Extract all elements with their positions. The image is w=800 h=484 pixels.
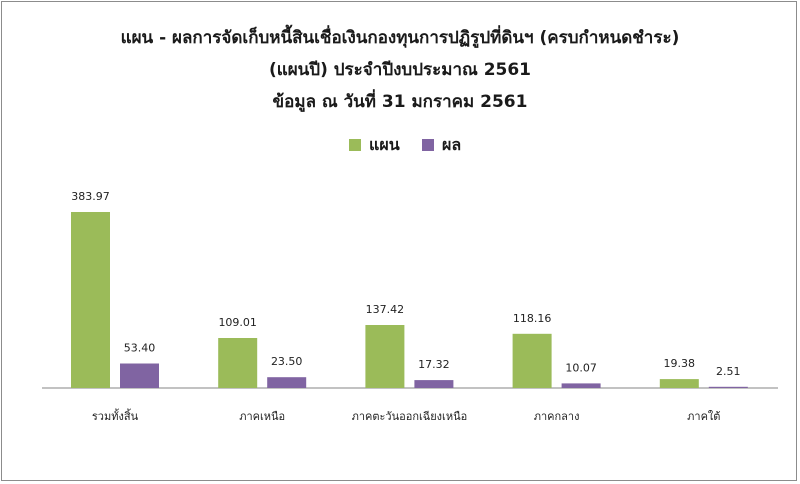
category-label-3: ภาคกลาง <box>534 410 580 423</box>
legend-swatch-plan <box>349 139 361 151</box>
bar-result-0 <box>120 363 159 388</box>
bar-result-2 <box>414 380 454 388</box>
bar-plan-0 <box>71 212 110 388</box>
bar-result-4 <box>708 386 748 388</box>
legend-label-plan: แผน <box>369 134 400 154</box>
data-label-result-4: 2.51 <box>716 365 741 378</box>
bar-result-3 <box>561 383 601 388</box>
category-label-1: ภาคเหนือ <box>239 410 285 423</box>
category-label-0: รวมทั้งสิ้น <box>92 408 139 423</box>
category-label-4: ภาคใต้ <box>687 410 720 423</box>
chart-title-line-2: (แผนปี) ประจำปีงบประมาณ 2561 <box>268 60 532 80</box>
category-label-2: ภาคตะวันออกเฉียงเหนือ <box>352 410 468 423</box>
legend-swatch-result <box>422 139 434 151</box>
data-label-plan-2: 137.42 <box>366 303 405 316</box>
data-label-result-1: 23.50 <box>271 355 303 368</box>
bar-plan-3 <box>512 333 552 388</box>
legend-item-plan: แผน <box>349 133 400 157</box>
data-label-result-3: 10.07 <box>565 361 597 374</box>
data-label-plan-4: 19.38 <box>664 357 696 370</box>
data-label-plan-1: 109.01 <box>218 316 257 329</box>
legend-item-result: ผล <box>422 133 461 157</box>
legend: แผน ผล <box>0 133 800 157</box>
legend-label-result: ผล <box>442 134 462 154</box>
bar-plan-1 <box>218 338 258 388</box>
data-label-result-2: 17.32 <box>418 358 450 371</box>
data-label-plan-0: 383.97 <box>71 190 110 203</box>
bar-plan-4 <box>659 379 699 388</box>
data-label-plan-3: 118.16 <box>513 312 552 325</box>
bar-result-1 <box>267 377 307 388</box>
data-label-result-0: 53.40 <box>124 342 156 355</box>
chart-title-line-1: แผน - ผลการจัดเก็บหนี้สินเชื่อเงินกองทุน… <box>120 28 680 48</box>
chart-title-line-3: ข้อมูล ณ วันที่ 31 มกราคม 2561 <box>272 92 528 112</box>
bar-plan-2 <box>365 325 405 388</box>
